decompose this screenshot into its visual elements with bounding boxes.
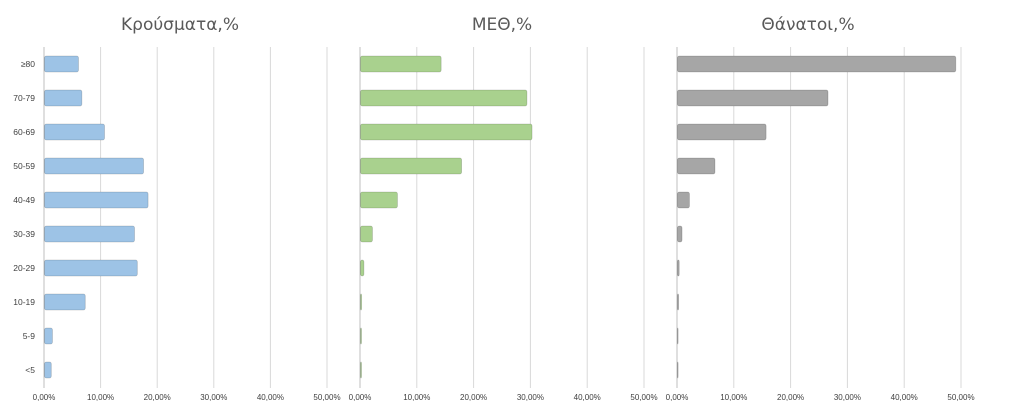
tick-label-1-4: 40,00% (257, 393, 284, 402)
category-label-8: 5-9 (23, 331, 36, 341)
bar-3-7 (677, 293, 680, 311)
category-label-9: <5 (25, 365, 35, 375)
bar-2-2 (360, 123, 533, 141)
category-label-0: ≥80 (21, 59, 35, 69)
bar-2-5 (360, 225, 373, 243)
category-label-4: 40-49 (13, 195, 35, 205)
tick-label-1-3: 30,00% (200, 393, 227, 402)
bar-1-1 (44, 89, 83, 107)
tick-label-1-0: 0,00% (33, 393, 56, 402)
bar-2-3 (360, 157, 463, 175)
bar-1-7 (44, 293, 86, 311)
tick-label-3-1: 10,00% (720, 393, 747, 402)
tick-label-3-4: 40,00% (891, 393, 918, 402)
category-label-1: 70-79 (13, 93, 35, 103)
bar-3-5 (677, 225, 683, 243)
tick-label-3-0: 0,00% (666, 393, 689, 402)
bar-1-5 (44, 225, 135, 243)
bar-1-3 (44, 157, 144, 175)
category-label-7: 10-19 (13, 297, 35, 307)
bar-3-8 (677, 327, 679, 345)
chart-title-1: Κρούσματα,% (121, 15, 239, 35)
bar-3-3 (677, 157, 716, 175)
tick-label-2-1: 10,00% (403, 393, 430, 402)
bar-2-0 (360, 55, 442, 73)
bar-2-9 (360, 361, 362, 379)
tick-label-2-0: 0,00% (349, 393, 372, 402)
bar-2-7 (360, 293, 363, 311)
tick-label-2-4: 40,00% (574, 393, 601, 402)
bar-2-1 (360, 89, 528, 107)
tick-label-2-2: 20,00% (460, 393, 487, 402)
category-label-5: 30-39 (13, 229, 35, 239)
bar-3-1 (677, 89, 829, 107)
bar-2-8 (360, 327, 362, 345)
bar-1-0 (44, 55, 79, 73)
tick-label-1-1: 10,00% (87, 393, 114, 402)
tick-label-3-3: 30,00% (834, 393, 861, 402)
tick-label-1-5: 50,00% (313, 393, 340, 402)
bar-1-4 (44, 191, 149, 209)
bar-1-8 (44, 327, 53, 345)
tick-label-3-2: 20,00% (777, 393, 804, 402)
bar-2-6 (360, 259, 365, 277)
category-label-6: 20-29 (13, 263, 35, 273)
bar-3-4 (677, 191, 690, 209)
bar-1-2 (44, 123, 105, 141)
chart-title-3: Θάνατοι,% (761, 15, 854, 35)
tick-label-2-5: 50,00% (630, 393, 657, 402)
bar-1-9 (44, 361, 52, 379)
bar-1-6 (44, 259, 138, 277)
tick-label-2-3: 30,00% (517, 393, 544, 402)
bar-3-0 (677, 55, 957, 73)
tick-label-1-2: 20,00% (144, 393, 171, 402)
category-label-3: 50-59 (13, 161, 35, 171)
bar-3-9 (677, 361, 679, 379)
bar-2-4 (360, 191, 398, 209)
bar-3-2 (677, 123, 767, 141)
chart-title-2: ΜΕΘ,% (472, 15, 532, 35)
bar-3-6 (677, 259, 680, 277)
category-label-2: 60-69 (13, 127, 35, 137)
tick-label-3-5: 50,00% (947, 393, 974, 402)
